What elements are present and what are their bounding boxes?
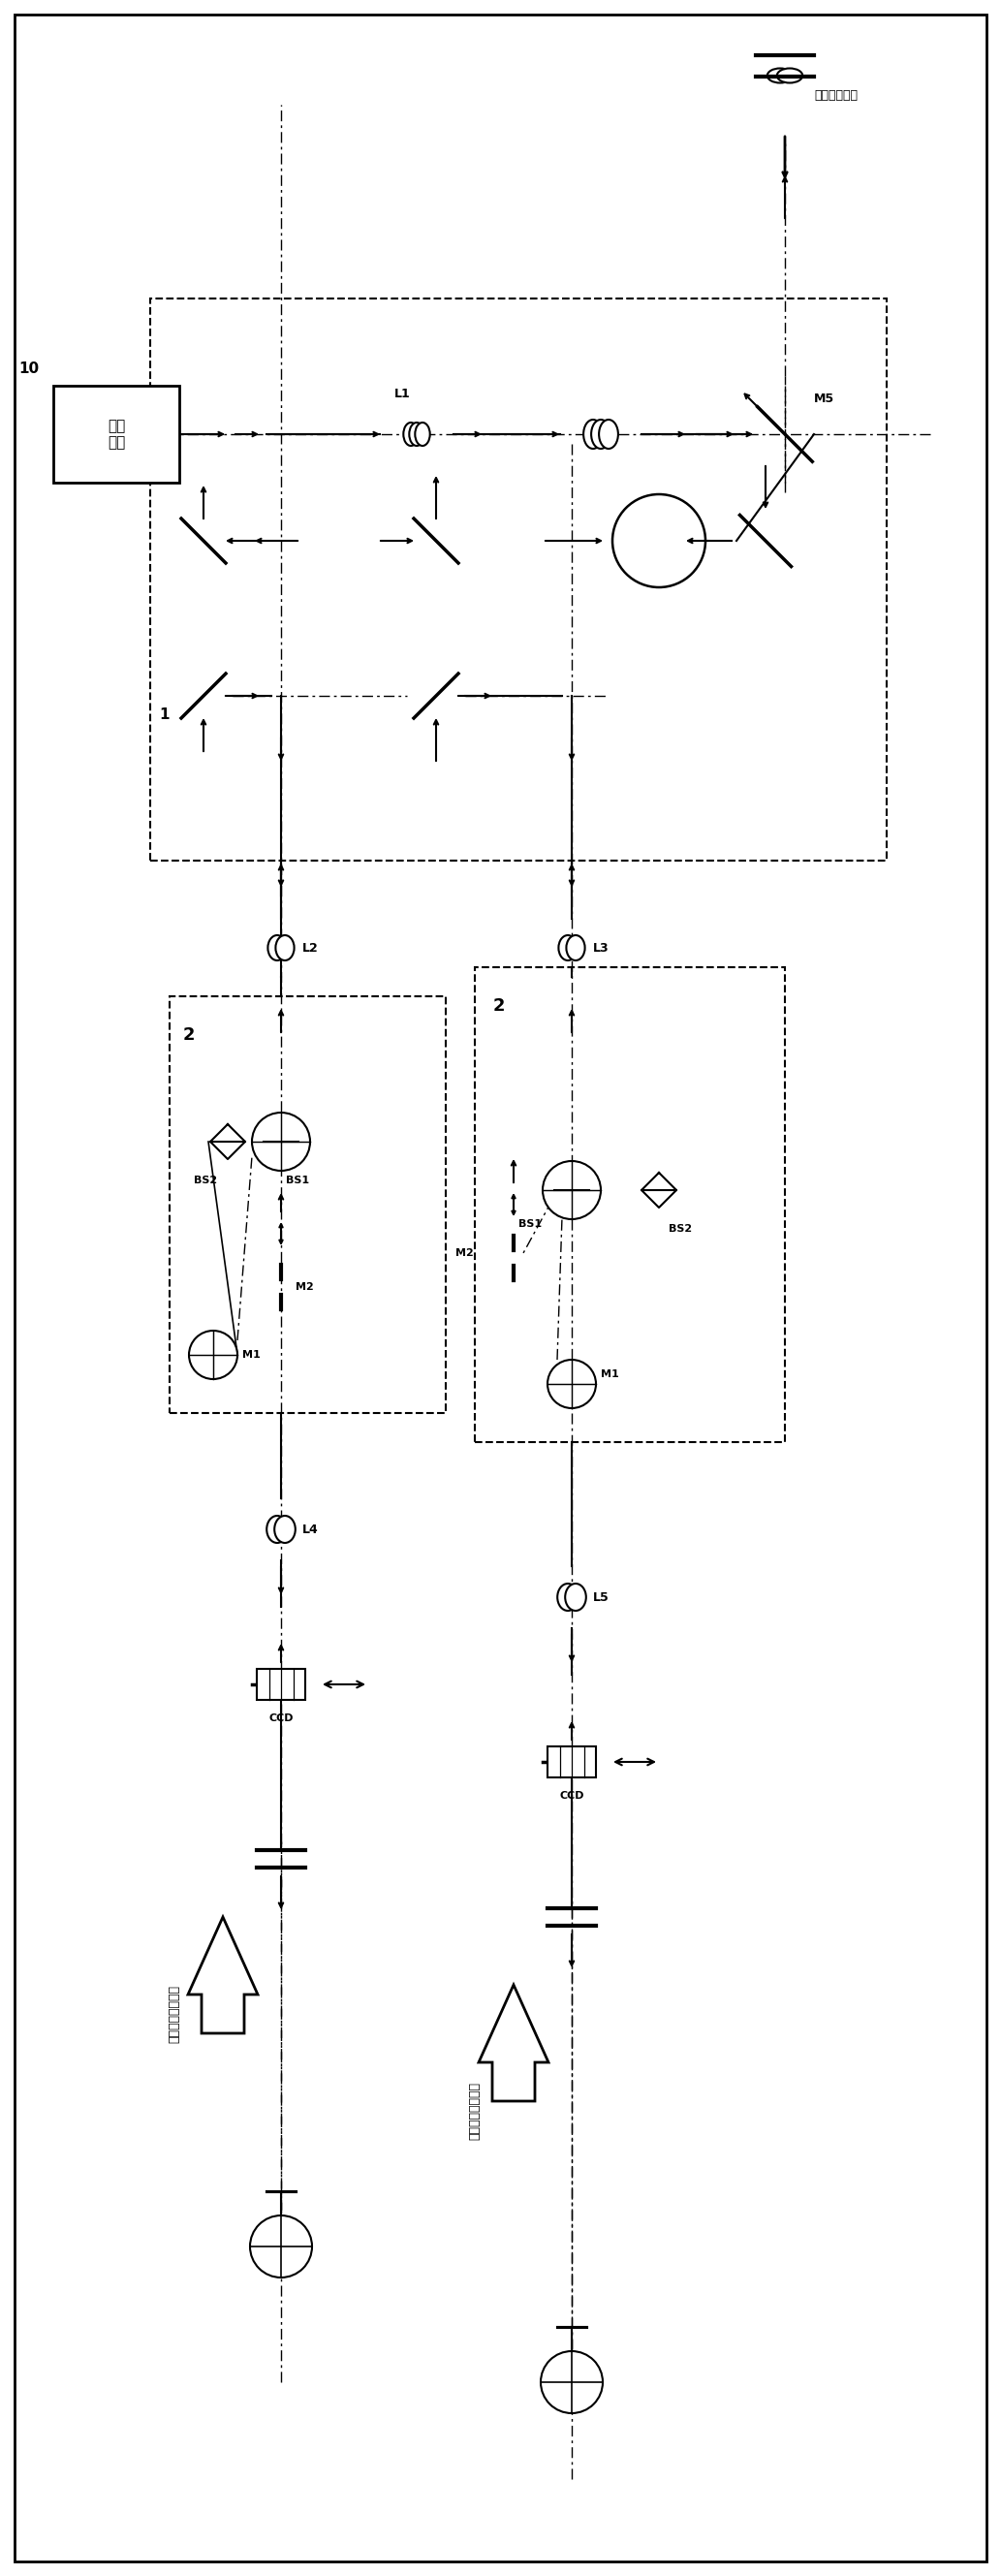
Text: BS1: BS1: [519, 1218, 542, 1229]
Circle shape: [548, 1360, 596, 1409]
Bar: [169, 997, 445, 1414]
Text: L1: L1: [394, 386, 410, 399]
Text: 第一工作出射光路: 第一工作出射光路: [168, 1986, 181, 2043]
Ellipse shape: [584, 420, 603, 448]
Bar: [150, 299, 887, 860]
Ellipse shape: [403, 422, 418, 446]
Text: L4: L4: [302, 1522, 318, 1535]
Circle shape: [252, 1113, 310, 1170]
Ellipse shape: [275, 935, 294, 961]
Circle shape: [613, 495, 706, 587]
Ellipse shape: [559, 935, 578, 961]
Text: CCD: CCD: [268, 1713, 293, 1723]
Bar: [548, 1747, 596, 1777]
Polygon shape: [478, 1986, 549, 2102]
Ellipse shape: [566, 1584, 586, 1610]
Text: M2: M2: [295, 1283, 313, 1293]
Text: 1: 1: [159, 708, 170, 721]
Circle shape: [189, 1332, 237, 1378]
Ellipse shape: [599, 420, 619, 448]
Ellipse shape: [592, 420, 611, 448]
Text: M5: M5: [814, 392, 835, 404]
Text: 工作入射光路: 工作入射光路: [814, 88, 858, 100]
Text: L2: L2: [302, 943, 318, 953]
Circle shape: [543, 1162, 601, 1218]
Ellipse shape: [409, 422, 424, 446]
Text: L3: L3: [593, 943, 610, 953]
Text: BS1: BS1: [286, 1175, 309, 1185]
Text: BS2: BS2: [194, 1175, 217, 1185]
Text: L5: L5: [593, 1592, 610, 1602]
Text: M2: M2: [455, 1249, 473, 1257]
Bar: [53, 386, 179, 482]
Text: 第二工作出射光路: 第二工作出射光路: [468, 2081, 481, 2141]
Polygon shape: [188, 1917, 258, 2032]
Text: 10: 10: [18, 361, 39, 376]
Ellipse shape: [558, 1584, 579, 1610]
Ellipse shape: [268, 935, 286, 961]
Bar: [257, 1669, 305, 1700]
Circle shape: [541, 2352, 603, 2414]
Text: BS2: BS2: [669, 1224, 692, 1234]
Ellipse shape: [274, 1515, 295, 1543]
Ellipse shape: [415, 422, 430, 446]
Text: M1: M1: [601, 1370, 619, 1378]
Text: 2: 2: [492, 997, 506, 1015]
Ellipse shape: [567, 935, 585, 961]
Ellipse shape: [266, 1515, 287, 1543]
Bar: [474, 966, 785, 1443]
Circle shape: [250, 2215, 312, 2277]
Ellipse shape: [777, 70, 803, 82]
Text: 白光
光源: 白光 光源: [107, 417, 125, 451]
Text: 2: 2: [183, 1025, 195, 1043]
Text: M1: M1: [242, 1350, 260, 1360]
Text: CCD: CCD: [560, 1790, 584, 1801]
Ellipse shape: [768, 70, 793, 82]
